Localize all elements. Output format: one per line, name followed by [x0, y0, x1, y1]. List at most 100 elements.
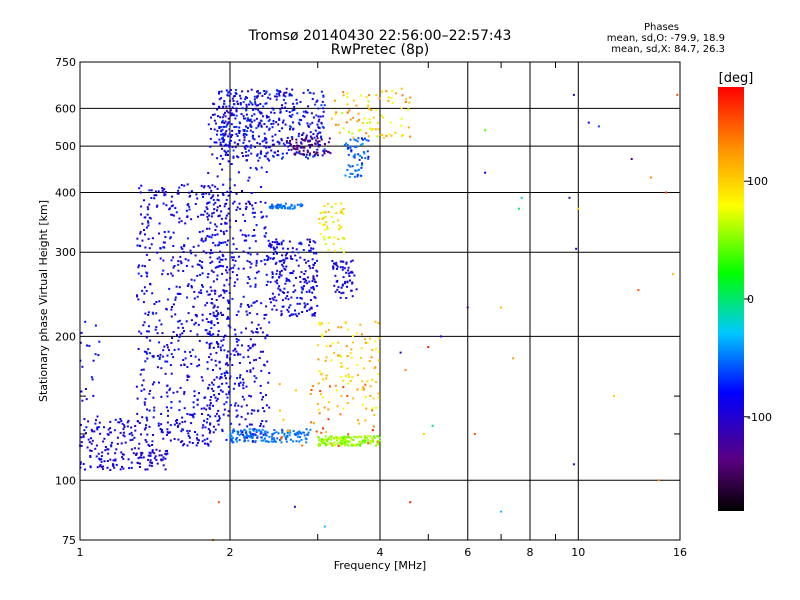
data-point — [144, 426, 147, 429]
data-point — [207, 218, 209, 221]
data-point — [90, 442, 93, 445]
data-point — [339, 439, 342, 442]
data-point — [221, 428, 224, 431]
data-point — [347, 433, 350, 436]
data-point — [152, 396, 155, 399]
data-point — [144, 360, 147, 363]
data-point — [107, 448, 110, 451]
data-point — [219, 258, 222, 261]
data-point — [227, 154, 229, 156]
data-point — [225, 269, 227, 272]
data-point — [387, 99, 390, 102]
data-point — [276, 241, 279, 243]
data-point — [322, 378, 325, 381]
data-point — [140, 433, 142, 436]
data-point — [312, 288, 315, 291]
data-point — [157, 424, 160, 427]
data-point — [229, 267, 232, 270]
data-point — [248, 428, 251, 431]
data-point — [233, 382, 236, 385]
data-point — [212, 404, 214, 407]
data-point — [127, 458, 130, 461]
data-point — [370, 437, 373, 440]
data-point — [328, 137, 331, 140]
data-point — [278, 275, 281, 278]
data-point — [174, 313, 177, 316]
data-point — [289, 431, 292, 434]
data-point — [170, 315, 173, 318]
data-point — [235, 340, 238, 343]
data-point — [190, 286, 193, 289]
data-point — [216, 257, 219, 260]
data-point — [224, 221, 227, 224]
data-point — [208, 407, 211, 410]
data-point — [175, 211, 178, 214]
data-point — [295, 138, 298, 141]
data-point — [215, 310, 218, 312]
data-point — [208, 293, 211, 296]
data-point — [257, 125, 260, 128]
data-point — [215, 314, 218, 317]
data-point — [239, 102, 242, 104]
data-point — [80, 436, 83, 439]
data-point — [130, 466, 133, 469]
data-point — [289, 128, 291, 131]
data-point — [159, 247, 162, 250]
data-point — [218, 243, 221, 246]
data-point — [295, 151, 298, 154]
data-point — [259, 327, 262, 330]
data-point — [293, 206, 296, 209]
data-point — [190, 190, 193, 193]
data-point — [298, 302, 301, 305]
data-point — [322, 95, 325, 98]
data-point — [326, 440, 329, 443]
data-point — [163, 191, 166, 194]
data-point — [210, 289, 213, 292]
data-point — [228, 390, 231, 393]
data-point — [190, 362, 193, 365]
data-point — [217, 312, 219, 315]
data-point — [229, 99, 231, 102]
data-point — [276, 203, 279, 206]
data-point — [209, 429, 212, 432]
data-point — [243, 136, 246, 139]
data-point — [221, 192, 224, 195]
data-point — [198, 364, 201, 367]
data-point — [145, 336, 148, 339]
data-point — [186, 285, 189, 287]
data-point — [377, 121, 379, 124]
data-point — [364, 157, 367, 160]
data-point — [235, 114, 238, 117]
data-point — [239, 97, 242, 100]
data-point — [284, 95, 287, 98]
data-point — [216, 265, 219, 268]
data-point — [150, 462, 153, 465]
data-point — [96, 426, 99, 429]
data-point — [296, 431, 299, 434]
data-point — [358, 440, 361, 443]
data-point — [249, 338, 252, 341]
data-point — [174, 296, 177, 299]
data-point — [323, 525, 326, 528]
data-point — [342, 251, 345, 254]
data-point — [228, 140, 231, 143]
data-point — [250, 304, 253, 307]
data-point — [246, 313, 249, 316]
data-point — [323, 205, 326, 207]
data-point — [168, 287, 171, 290]
data-point — [147, 224, 150, 227]
data-point — [300, 286, 303, 289]
data-point — [260, 260, 263, 263]
data-point — [151, 292, 154, 295]
data-point — [239, 381, 242, 384]
data-point — [228, 292, 231, 294]
data-point — [110, 441, 113, 444]
data-point — [315, 252, 318, 255]
data-point — [223, 372, 226, 375]
data-point — [357, 419, 359, 422]
data-point — [164, 191, 167, 193]
data-point — [357, 137, 360, 140]
data-point — [229, 353, 232, 356]
data-point — [374, 128, 377, 131]
data-point — [318, 217, 321, 220]
